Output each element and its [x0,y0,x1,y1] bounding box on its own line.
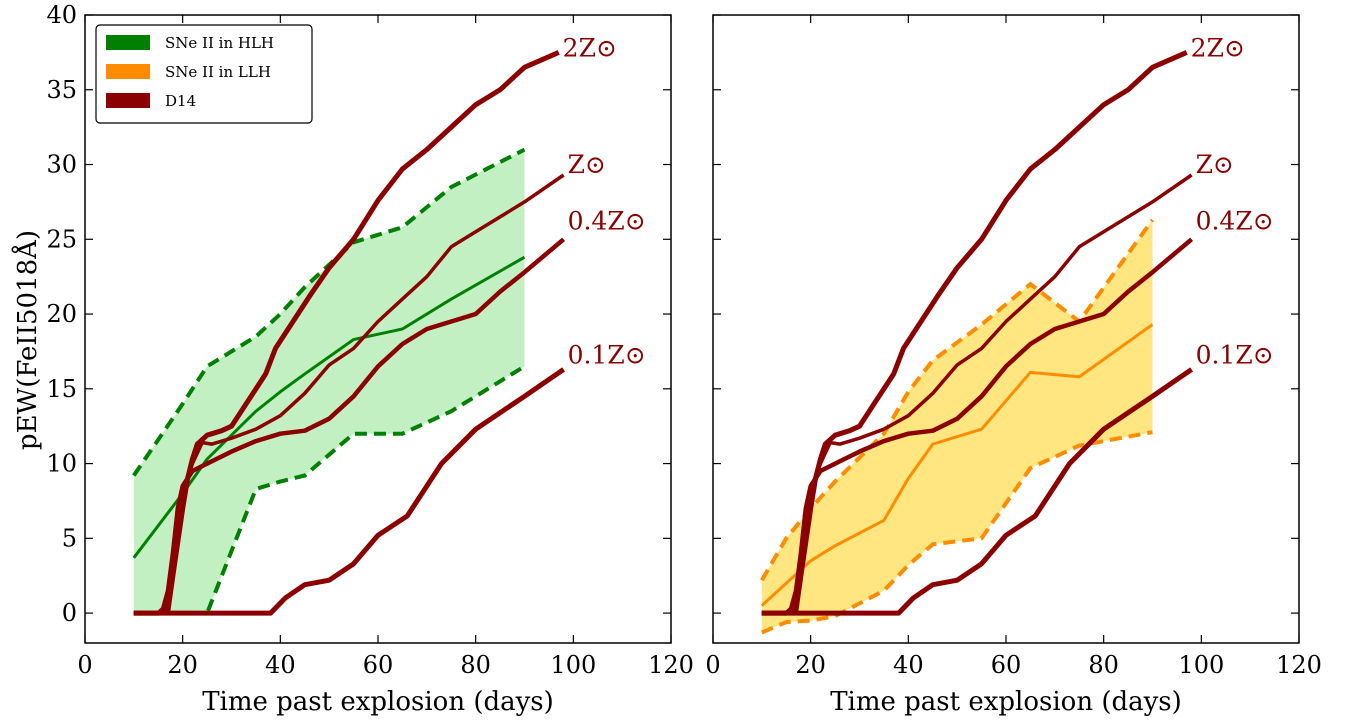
x-tick-label: 20 [795,651,826,679]
x-tick-label: 80 [460,651,491,679]
x-tick-label: 120 [648,651,694,679]
x-tick-label: 20 [167,651,198,679]
x-tick-label: 40 [265,651,296,679]
legend-label: D14 [165,92,196,110]
legend-swatch [106,35,150,50]
metallicity-label-1: Z⊙ [568,150,606,179]
y-tick-label: 5 [62,524,77,552]
x-tick-label: 0 [77,651,92,679]
model-line-0 [133,50,560,616]
y-tick-label: 0 [62,599,77,627]
band-median-line [132,255,526,559]
legend-label: SNe II in HLH [165,34,274,52]
y-tick-label: 25 [46,225,77,253]
band-upper-line [760,218,1155,582]
x-tick-label: 60 [363,651,394,679]
x-axis-label: Time past explosion (days) [830,687,1182,717]
band-fill [761,219,1153,633]
model-line-3 [761,367,1194,616]
y-tick-label: 20 [46,300,77,328]
band-upper-line [132,147,526,477]
x-tick-label: 40 [893,651,924,679]
metallicity-label-3: 0.1Z⊙ [568,340,646,369]
y-tick-label: 30 [46,151,77,179]
legend: SNe II in HLH SNe II in LLH D14 [95,24,313,124]
x-tick-label: 60 [991,651,1022,679]
metallicity-label-2: 0.4Z⊙ [568,206,646,235]
x-tick-label: 0 [705,651,720,679]
legend-label: SNe II in LLH [165,63,271,81]
metallicity-label-0: 2Z⊙ [1191,33,1245,62]
model-line-2 [133,237,566,616]
metallicity-label-0: 2Z⊙ [563,33,617,62]
band-lower-line [761,430,1153,635]
metallicity-label-1: Z⊙ [1196,150,1234,179]
legend-swatch [106,93,150,108]
x-axis-label: Time past explosion (days) [202,687,554,717]
x-tick-label: 120 [1276,651,1322,679]
right-panel: 2Z⊙ Z⊙ 0.4Z⊙ 0.1Z⊙ 0 20 40 60 80 100 120 Time past … [705,14,1322,717]
y-tick-label: 10 [46,450,77,478]
model-line-2 [761,237,1194,616]
legend-swatch [106,64,150,79]
x-tick-label: 100 [550,651,596,679]
y-axis-label: pEW(FeII5018Å) [11,230,43,450]
metallicity-label-2: 0.4Z⊙ [1196,206,1274,235]
band-fill [133,149,525,614]
model-line-0 [761,50,1188,616]
y-tick-label: 35 [46,76,77,104]
y-tick-label: 15 [46,375,77,403]
metallicity-label-3: 0.1Z⊙ [1196,340,1274,369]
x-tick-label: 80 [1088,651,1119,679]
x-tick-label: 100 [1178,651,1224,679]
model-line-3 [133,367,566,616]
y-tick-label: 40 [46,1,77,29]
